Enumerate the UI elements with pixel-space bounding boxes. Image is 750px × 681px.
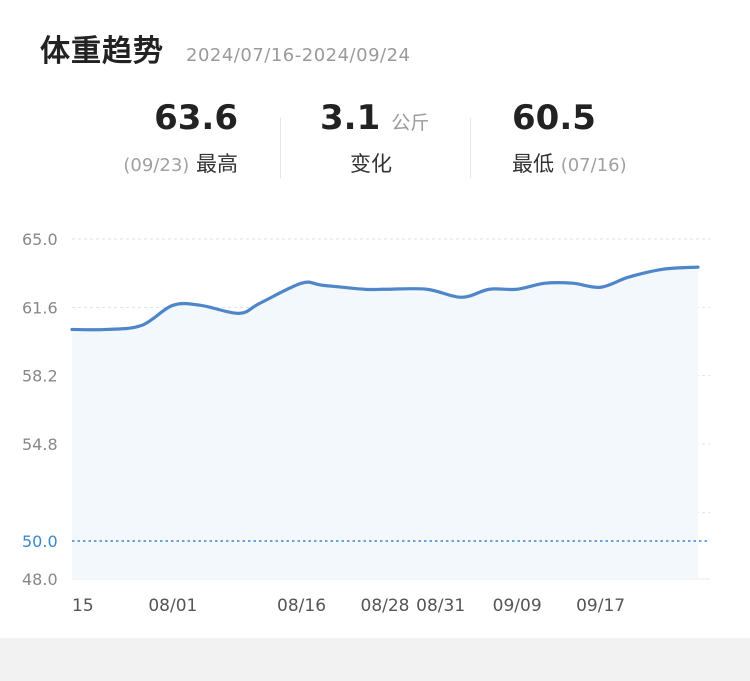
stat-max-caption: (09/23) 最高 — [108, 148, 238, 178]
y-tick-label: 65.0 — [22, 230, 58, 249]
x-tick-label: 08/16 — [277, 596, 326, 616]
y-tick-label: 48.0 — [22, 570, 58, 589]
stat-min-date: (07/16) — [560, 155, 627, 176]
x-tick-label: 08/28 — [361, 596, 410, 616]
weight-line — [70, 265, 700, 332]
x-tick-label: 15 — [72, 596, 94, 616]
stat-min: 60.5 最低 (07/16) — [512, 98, 712, 188]
x-tick-label: 08/31 — [416, 596, 465, 616]
stat-change-row: 3.1 公斤 — [320, 98, 440, 138]
chart-header: 体重趋势 2024/07/16-2024/09/24 — [40, 26, 411, 69]
stat-change-unit: 公斤 — [391, 112, 430, 134]
weight-chart: 65.0 61.6 58.2 54.8 48.0 50.0 15 08/01 08/16 08… — [22, 230, 710, 616]
stat-max-label: 最高 — [196, 152, 238, 176]
stat-min-label: 最低 — [512, 152, 554, 176]
chart-title: 体重趋势 — [40, 34, 164, 69]
stat-change: 3.1 公斤 变化 — [320, 98, 440, 188]
x-tick-label: 09/17 — [576, 596, 625, 616]
chart-area: 65.0 61.6 58.2 54.8 48.0 50.0 15 08/01 08/16 08… — [0, 215, 750, 625]
x-tick-label: 09/09 — [493, 596, 542, 616]
stat-max-value: 63.6 — [154, 98, 238, 138]
target-label: 50.0 — [22, 532, 58, 551]
y-tick-label: 54.8 — [22, 435, 58, 454]
x-tick-label: 08/01 — [148, 596, 197, 616]
stats-bar: 63.6 (09/23) 最高 3.1 公斤 变化 60.5 最低 (07/16… — [0, 98, 750, 188]
date-range: 2024/07/16-2024/09/24 — [186, 45, 411, 66]
stat-min-value: 60.5 — [512, 98, 596, 138]
stat-min-caption: 最低 (07/16) — [512, 148, 712, 178]
stat-change-value: 3.1 — [320, 98, 381, 138]
y-tick-label: 61.6 — [22, 298, 58, 317]
footer-band — [0, 638, 750, 681]
area-fill — [72, 267, 698, 579]
stat-change-label: 变化 — [350, 152, 392, 176]
y-tick-label: 58.2 — [22, 367, 58, 386]
stats-divider-right — [470, 118, 471, 178]
stat-max: 63.6 (09/23) 最高 — [108, 98, 278, 188]
stat-max-date: (09/23) — [123, 155, 190, 176]
x-axis-labels: 15 08/01 08/16 08/28 08/31 09/09 09/17 — [72, 596, 625, 616]
stats-divider-left — [280, 118, 281, 178]
y-axis-labels: 65.0 61.6 58.2 54.8 48.0 — [22, 230, 58, 589]
